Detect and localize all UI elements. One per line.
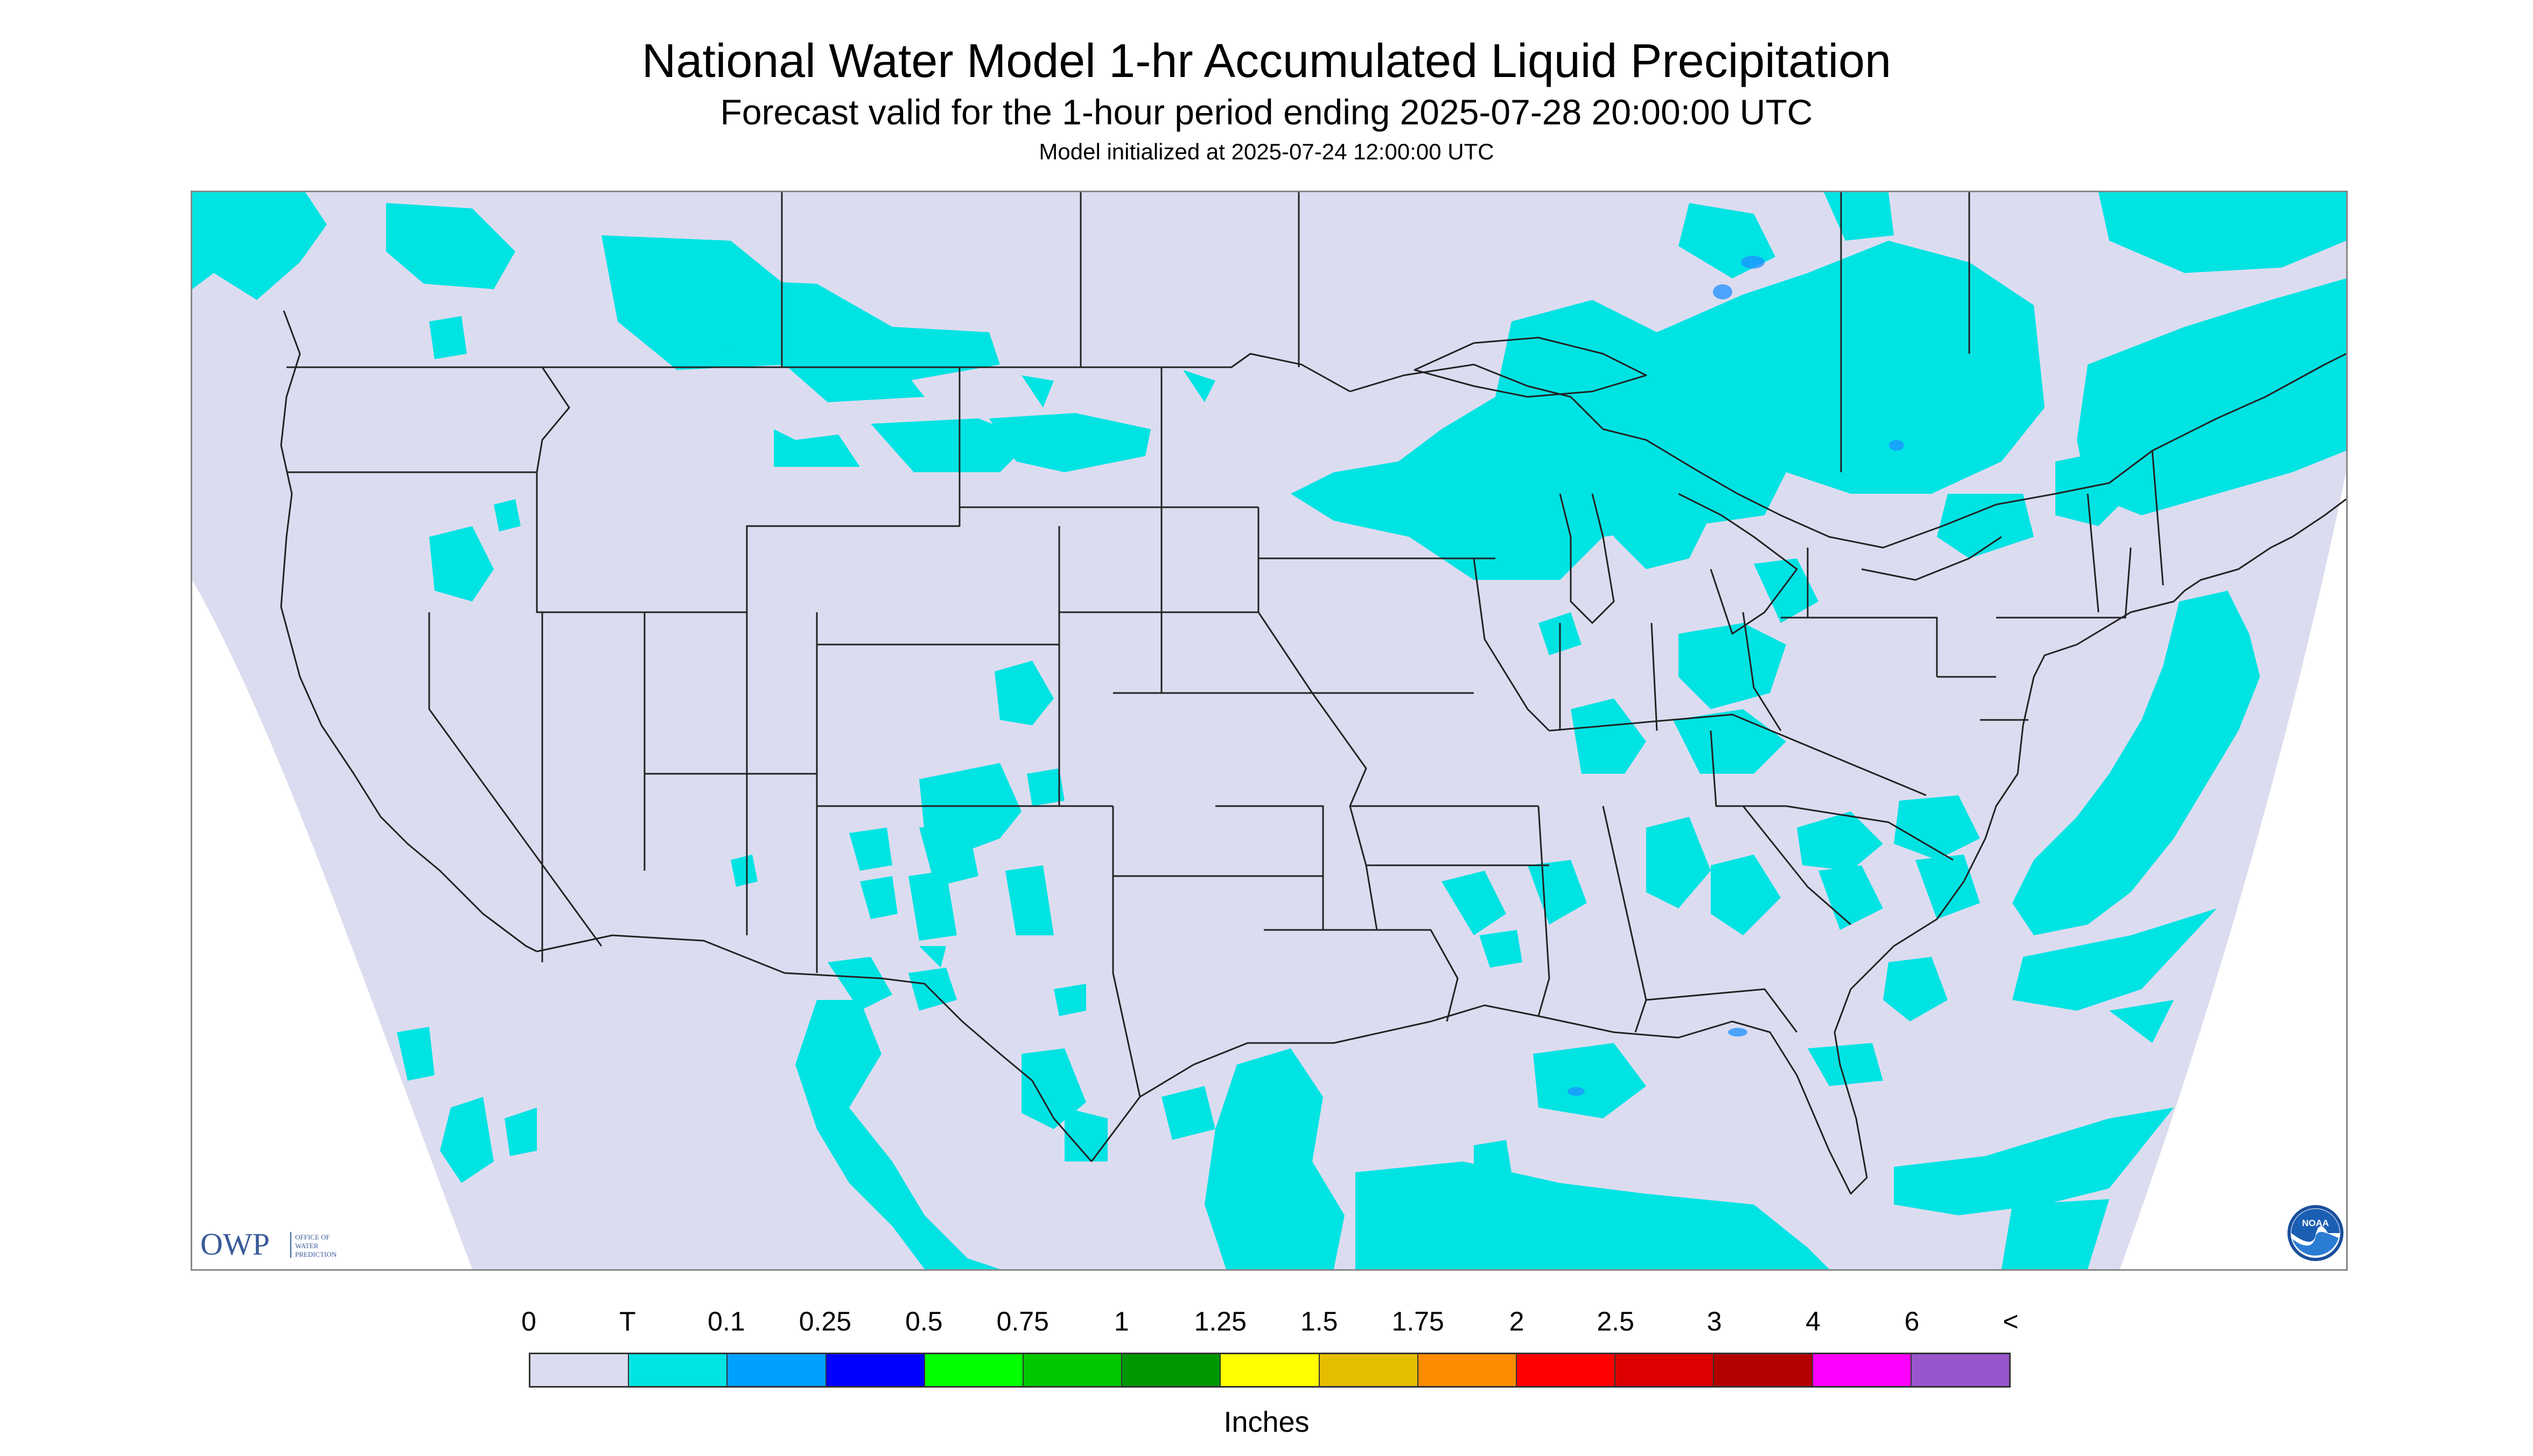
legend-swatch [1615,1354,1715,1386]
legend-color-bar [529,1353,2011,1388]
legend-tick-label: T [619,1306,636,1336]
legend-swatch [629,1354,728,1386]
legend-tick-label: 0.75 [996,1306,1049,1336]
state-and-country-boundaries [280,192,2346,1195]
precip-heavy-spots [1568,256,1904,1096]
legend-tick-label: 6 [1904,1306,1920,1336]
legend-tick-label: 0.25 [799,1306,852,1336]
legend-tick-label: 4 [1806,1306,1821,1336]
legend-tick-label: 0 [521,1306,536,1336]
noaa-logo-text: NOAA [2302,1218,2329,1228]
legend-tick-label: 1 [1114,1306,1129,1336]
map-title: National Water Model 1-hr Accumulated Li… [641,34,1892,87]
owp-logo: OWP OFFICE OF WATER PREDICTION [200,1227,373,1262]
legend-swatch [1319,1354,1418,1386]
legend-swatch [1122,1354,1221,1386]
legend-tick-label: 0.1 [708,1306,745,1336]
legend-tick-label: < [2003,1306,2019,1336]
legend-swatch [1517,1354,1616,1386]
legend-swatch [1813,1354,1912,1386]
owp-logo-line-2: WATER [295,1242,319,1250]
legend-tick-label: 1.25 [1194,1306,1247,1336]
legend-swatch [826,1354,925,1386]
legend-swatch [1418,1354,1517,1386]
legend-swatch [1714,1354,1813,1386]
legend-tick-labels: 0 T 0.1 0.25 0.5 0.75 1 1.25 1.5 1.75 2 2.5 3 4 6 < [0,1306,2533,1343]
owp-logo-line-3: PREDICTION [295,1250,337,1258]
model-init-time: Model initialized at 2025-07-24 12:00:00… [1039,139,1494,164]
noaa-emblem-icon: NOAA [2286,1203,2345,1263]
legend-units: Inches [1223,1406,1310,1438]
legend-tick-label: 2.5 [1597,1306,1634,1336]
owp-logo-line-1: OFFICE OF [295,1233,330,1241]
legend-tick-label: 1.75 [1391,1306,1444,1336]
legend-swatch [727,1354,827,1386]
legend-tick-label: 1.5 [1300,1306,1338,1336]
precipitation-map [191,191,2348,1271]
map-subtitle: Forecast valid for the 1-hour period end… [720,92,1813,132]
precip-areas [192,192,2346,1269]
legend-swatch [1221,1354,1320,1386]
legend-tick-label: 0.5 [905,1306,943,1336]
owp-logo-mark: OWP [200,1228,270,1260]
legend-tick-label: 3 [1706,1306,1722,1336]
legend-swatch [530,1354,629,1386]
legend-swatch [925,1354,1024,1386]
legend-swatch [1024,1354,1123,1386]
legend-swatch [1911,1354,2010,1386]
legend-tick-label: 2 [1509,1306,1524,1336]
